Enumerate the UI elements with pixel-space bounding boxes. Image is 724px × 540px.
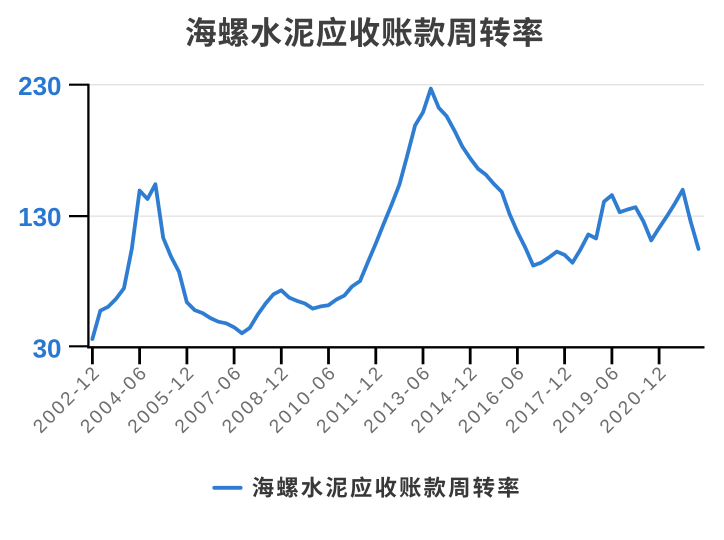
svg-text:230: 230 (18, 71, 61, 101)
svg-text:130: 130 (18, 202, 61, 232)
svg-text:30: 30 (33, 334, 62, 364)
